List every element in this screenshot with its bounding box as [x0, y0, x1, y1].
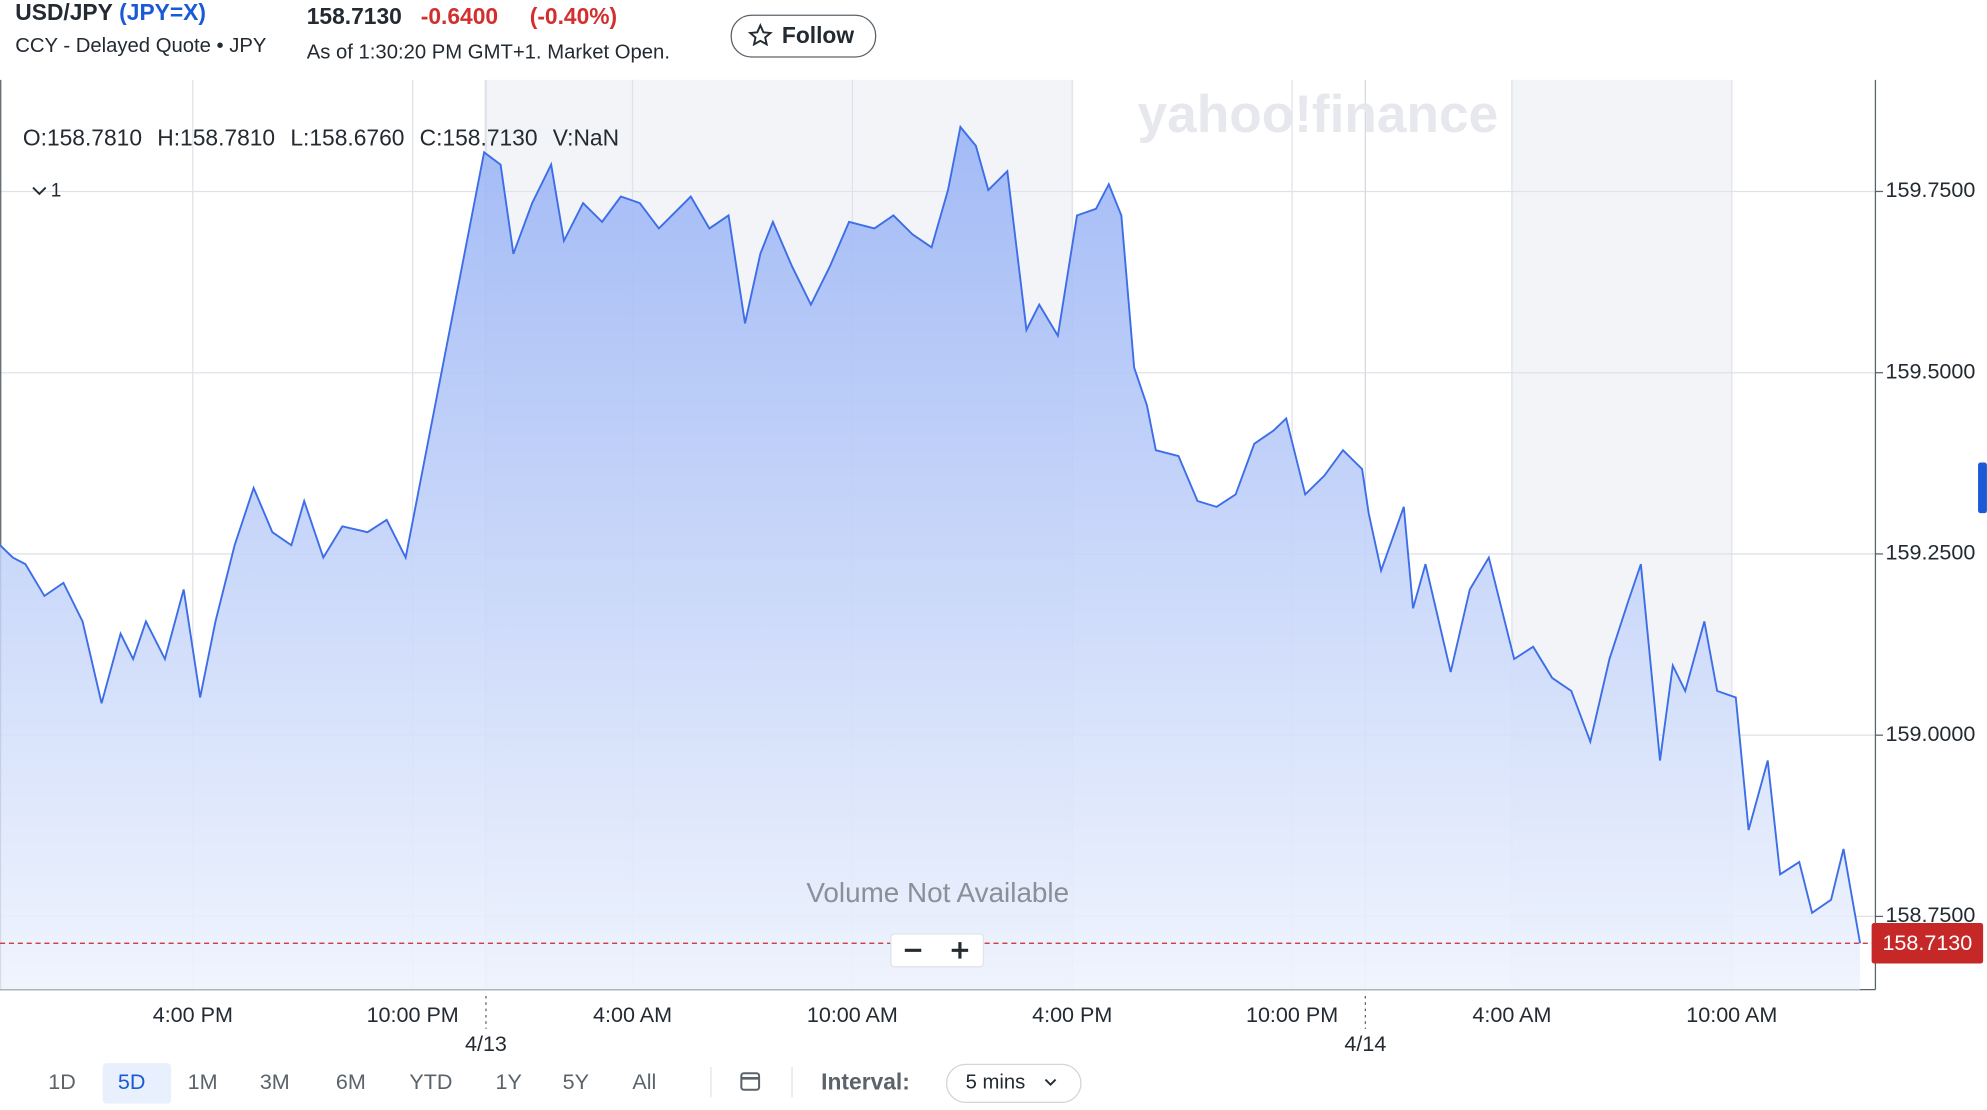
y-tick-label: 159.0000	[1886, 722, 1976, 746]
zoom-box	[890, 933, 984, 968]
range-selected-bg	[102, 1063, 172, 1104]
y-tick-label: 159.7500	[1886, 178, 1976, 202]
change: -0.6400	[421, 3, 498, 29]
follow-button[interactable]: Follow	[730, 14, 877, 58]
quote-name: USD/JPY	[15, 0, 113, 25]
range-button[interactable]: 1M	[188, 1070, 218, 1094]
x-tick-label: 10:00 AM	[1686, 1003, 1777, 1027]
ohlc-value: H:158.7810	[157, 124, 275, 150]
x-tick-label: 10:00 PM	[1246, 1003, 1338, 1027]
interval-dropdown[interactable]: 5 mins	[945, 1063, 1082, 1104]
price: 158.7130	[307, 3, 402, 29]
range-button[interactable]: 3M	[260, 1070, 290, 1094]
last-price-box	[1871, 922, 1984, 964]
as-of: As of 1:30:20 PM GMT+1. Market Open.	[307, 42, 670, 64]
range-label: 6M	[336, 1070, 366, 1094]
interval-value: 5 mins	[966, 1072, 1026, 1094]
range-button[interactable]: All	[632, 1070, 656, 1094]
ohlc-value: O:158.7810	[23, 124, 142, 150]
range-label: All	[632, 1070, 656, 1094]
interval-box	[945, 1063, 1082, 1104]
chart	[0, 79, 1884, 991]
range-button[interactable]: 1D	[48, 1070, 76, 1094]
x-tick-label: 10:00 AM	[807, 1003, 898, 1027]
ohlc-value: L:158.6760	[290, 124, 404, 150]
range-label: 1M	[188, 1070, 218, 1094]
x-tick-label: 4:00 PM	[153, 1003, 233, 1027]
range-label: 5D	[118, 1070, 146, 1094]
range-button[interactable]: 6M	[336, 1070, 366, 1094]
x-tick-label: 4:00 AM	[1472, 1003, 1551, 1027]
range-button[interactable]: 5Y	[563, 1070, 589, 1094]
side-tab[interactable]	[1978, 462, 1987, 514]
y-tick-label: 159.5000	[1886, 359, 1976, 383]
range-button[interactable]: 1Y	[496, 1070, 522, 1094]
follow-border	[730, 14, 877, 58]
x-tick-label: 4:00 PM	[1032, 1003, 1112, 1027]
ohlc-value: C:158.7130	[420, 124, 538, 150]
x-tick-label: 4:00 AM	[593, 1003, 672, 1027]
range-label: 5Y	[563, 1070, 589, 1094]
star-icon	[747, 22, 773, 47]
volume-note: Volume Not Available	[806, 877, 1069, 908]
range-bar: Interval: 5 mins 1D 5D 1M 3M 6M YTD 1Y 5Y All	[48, 1063, 1082, 1104]
change-pct: (-0.40%)	[530, 3, 617, 29]
x-tick-label: 10:00 PM	[367, 1003, 459, 1027]
watermark: yahoo!finance	[1138, 85, 1499, 144]
collapse-icon[interactable]	[32, 186, 47, 196]
price-line	[0, 124, 1862, 944]
zoom-controls	[890, 933, 984, 968]
area-fill	[0, 126, 1861, 990]
quote-subtitle: CCY - Delayed Quote • JPY	[15, 35, 267, 57]
range-label: 1Y	[496, 1070, 522, 1094]
last-price-label: 158.7130	[1882, 931, 1972, 955]
quote-title: USD/JPY (JPY=X)	[15, 0, 206, 25]
range-label: 1D	[48, 1070, 76, 1094]
indicator-count: 1	[51, 180, 62, 201]
range-button[interactable]: YTD	[409, 1070, 452, 1094]
date-label: 4/13	[465, 1032, 507, 1056]
chevron	[1044, 1078, 1057, 1087]
ohlc-value: V:NaN	[553, 124, 619, 150]
calendar-icon[interactable]	[740, 1072, 761, 1091]
follow-label: Follow	[782, 22, 854, 48]
overlay: 158.7500159.0000159.2500159.5000159.7500…	[23, 124, 1984, 1056]
quote-ticker: (JPY=X)	[119, 0, 206, 25]
y-tick-label: 159.2500	[1886, 541, 1976, 565]
range-label: YTD	[409, 1070, 452, 1094]
range-button[interactable]: 5D	[102, 1063, 172, 1104]
date-label: 4/14	[1344, 1032, 1386, 1056]
range-label: 3M	[260, 1070, 290, 1094]
interval-label: Interval:	[821, 1068, 910, 1094]
